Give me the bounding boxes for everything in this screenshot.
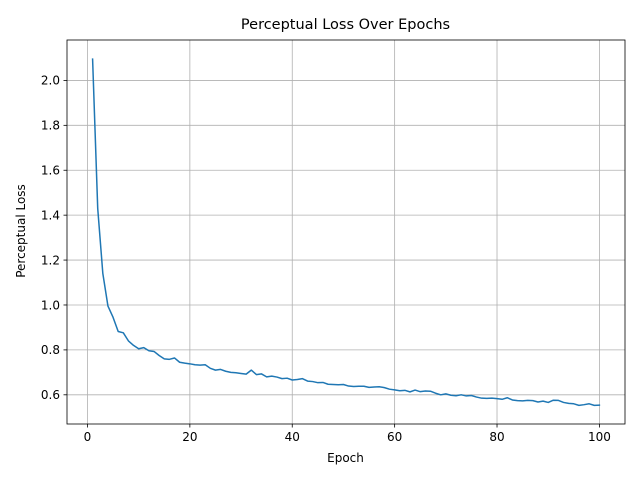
x-axis-title: Epoch: [327, 451, 364, 465]
y-axis-ticks: 0.6 0.8 1.0 1.2 1.4 1.6 1.8 2.0: [41, 74, 67, 402]
y-tick-label: 1.2: [41, 253, 60, 267]
y-tick-label: 1.6: [41, 164, 60, 178]
y-tick-label: 1.0: [41, 298, 60, 312]
x-tick-label: 80: [489, 430, 504, 444]
x-tick-label: 60: [387, 430, 402, 444]
grid-lines: [67, 40, 625, 424]
x-tick-label: 0: [84, 430, 92, 444]
x-tick-label: 40: [285, 430, 300, 444]
chart-title: Perceptual Loss Over Epochs: [241, 17, 450, 33]
x-tick-label: 20: [182, 430, 197, 444]
y-axis-title: Perceptual Loss: [14, 184, 28, 278]
plot-frame: [66, 39, 626, 425]
y-tick-label: 1.8: [41, 119, 60, 133]
y-tick-label: 0.8: [41, 343, 60, 357]
y-tick-label: 0.6: [41, 388, 60, 402]
y-tick-label: 1.4: [41, 208, 60, 222]
x-axis-ticks: 0 20 40 60 80 100: [84, 424, 611, 444]
x-tick-label: 100: [588, 430, 611, 444]
y-tick-label: 2.0: [41, 74, 60, 88]
series-line: [91, 58, 601, 407]
